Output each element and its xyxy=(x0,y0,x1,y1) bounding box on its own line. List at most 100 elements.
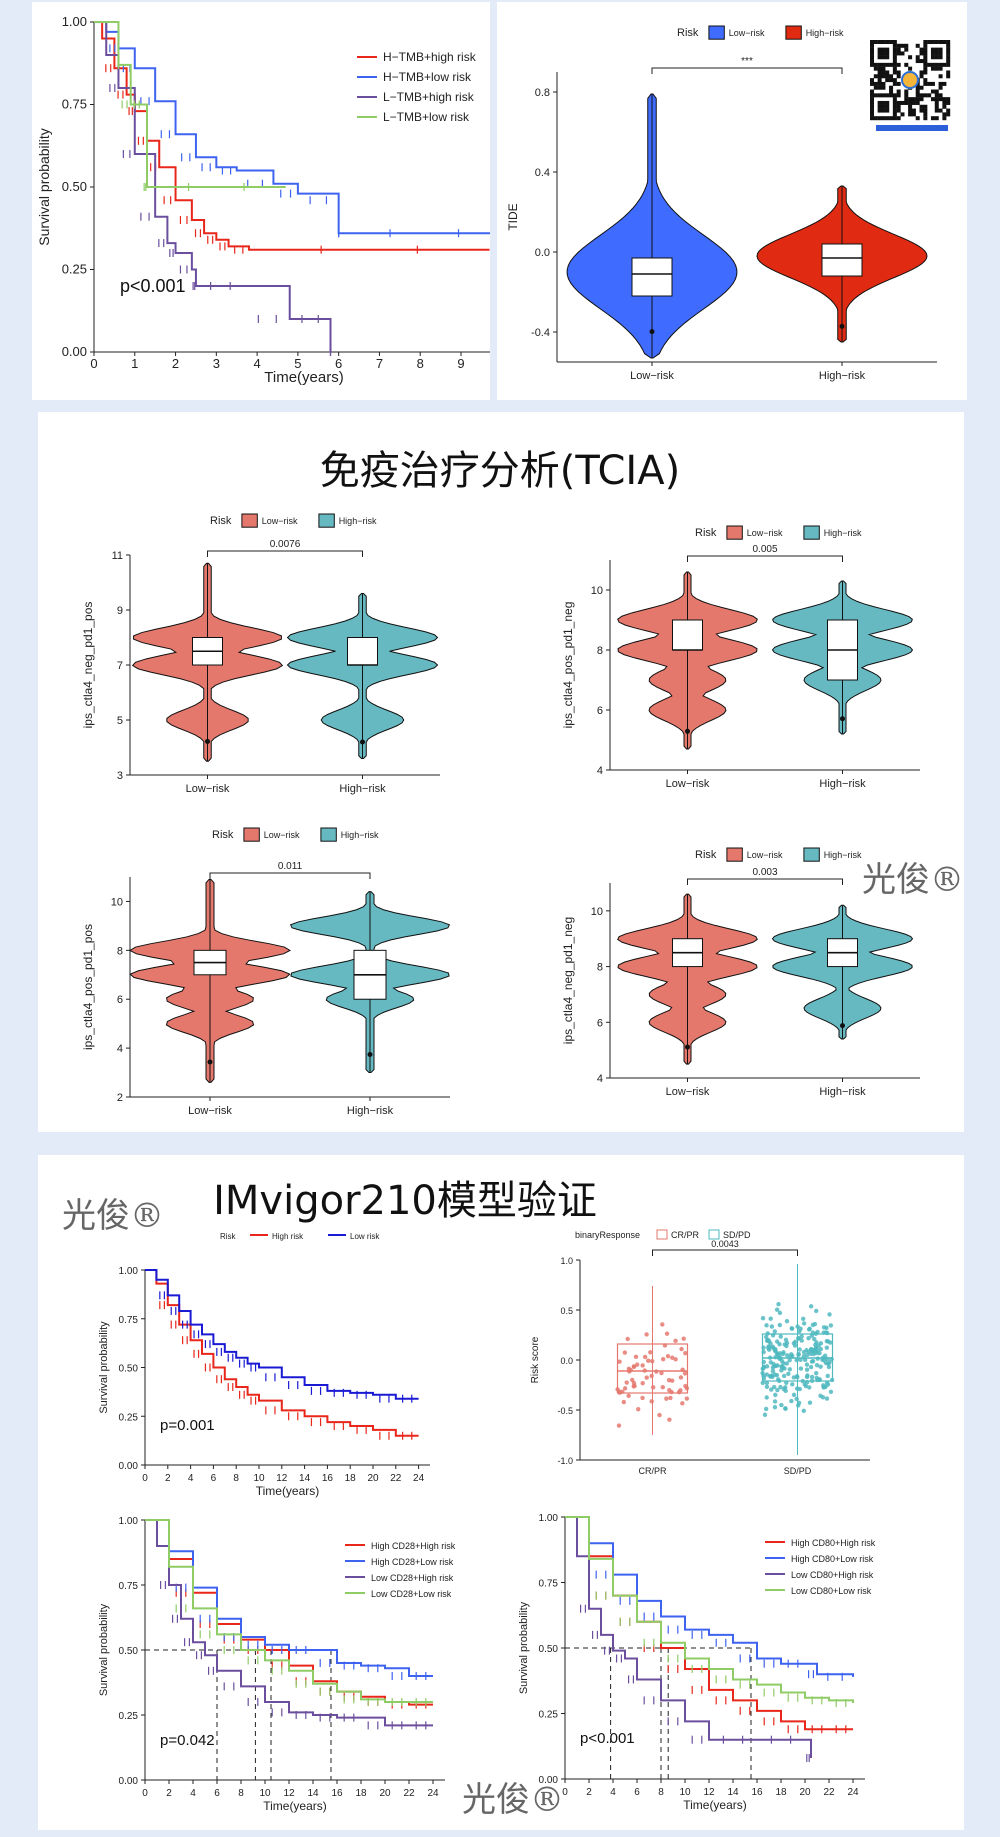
legend-label: High−risk xyxy=(339,516,377,526)
qr-module xyxy=(927,93,932,98)
qr-module xyxy=(923,55,928,60)
scatter-point xyxy=(649,1399,654,1404)
scatter-point xyxy=(650,1385,656,1390)
km-tmb-chart: 0.00 0.25 0.50 0.75 1.00 Survival probability… xyxy=(36,14,490,386)
scatter-point xyxy=(827,1312,832,1317)
x-tick-label: Low−risk xyxy=(630,370,674,382)
y-tick-label: 6 xyxy=(117,994,123,1006)
y-tick-label: 5 xyxy=(117,715,123,727)
qr-module xyxy=(923,93,928,98)
p-value-annotation: p=0.042 xyxy=(160,1732,215,1749)
scatter-point xyxy=(631,1384,636,1389)
scatter-point xyxy=(784,1353,790,1358)
qr-module xyxy=(908,66,913,71)
qr-module xyxy=(923,112,928,117)
qr-module xyxy=(881,116,886,121)
qr-module xyxy=(934,51,939,56)
qr-module xyxy=(877,47,882,52)
qr-module xyxy=(889,40,894,45)
qr-module xyxy=(885,70,890,75)
p-value-annotation: p<0.001 xyxy=(580,1730,635,1747)
qr-module xyxy=(930,62,935,67)
scatter-point xyxy=(818,1393,823,1398)
qr-module xyxy=(889,85,894,90)
imvigor-header: IMvigor210模型验证 xyxy=(213,1178,597,1224)
scatter-point xyxy=(789,1326,795,1331)
y-tick-label: 0.00 xyxy=(119,1776,139,1787)
qr-module xyxy=(919,108,924,113)
qr-module xyxy=(900,43,905,48)
scatter-point xyxy=(644,1375,649,1380)
qr-module xyxy=(885,51,890,56)
x-tick-label: CR/PR xyxy=(638,1466,667,1476)
qr-module xyxy=(942,62,947,67)
scatter-point xyxy=(823,1360,829,1366)
qr-module xyxy=(938,47,943,52)
qr-module xyxy=(934,89,939,94)
qr-module xyxy=(930,55,935,60)
scatter-point xyxy=(807,1326,812,1331)
scatter-point xyxy=(775,1387,780,1393)
qr-module xyxy=(881,108,886,113)
x-tick-label: 9 xyxy=(457,356,464,371)
legend-label: L−TMB+high risk xyxy=(383,90,475,104)
qr-module xyxy=(877,40,882,45)
scatter-point xyxy=(801,1408,806,1413)
y-tick-label: 8 xyxy=(117,945,123,957)
scatter-point xyxy=(781,1350,786,1355)
km-curve-4 xyxy=(145,1519,433,1703)
x-tick-label: 8 xyxy=(658,1787,664,1798)
qr-module xyxy=(908,104,913,109)
y-tick-label: 1.00 xyxy=(539,1513,559,1524)
legend-title: binaryResponse xyxy=(575,1230,640,1240)
scatter-point xyxy=(683,1351,688,1356)
outlier-point xyxy=(367,1051,373,1057)
scatter-point xyxy=(774,1339,780,1344)
qr-module xyxy=(870,108,875,113)
legend-label: CR/PR xyxy=(671,1230,700,1240)
tcia-ctla4-neg-pd1-pos-chart: 3 5 7 9 11 ips_ctla4_neg_pd1_pos Low−risk High−… xyxy=(81,513,440,795)
x-tick-label: 2 xyxy=(165,1473,171,1484)
x-tick-label: 2 xyxy=(166,1788,172,1799)
scatter-point xyxy=(773,1363,779,1369)
qr-module xyxy=(900,112,905,117)
qr-module xyxy=(881,66,886,71)
x-axis-label: Time(years) xyxy=(683,1798,747,1812)
significance-label: 0.0043 xyxy=(711,1239,739,1249)
scatter-point xyxy=(791,1392,797,1398)
significance-bracket xyxy=(687,555,843,562)
qr-module xyxy=(946,108,951,113)
scatter-point xyxy=(778,1384,783,1390)
legend-swatch xyxy=(726,525,743,540)
scatter-point xyxy=(622,1350,628,1355)
qr-module xyxy=(930,40,935,45)
x-tick-label: 6 xyxy=(214,1788,220,1799)
qr-module xyxy=(881,62,886,67)
scatter-point xyxy=(818,1364,823,1369)
scatter-point xyxy=(684,1396,690,1401)
qr-module xyxy=(896,89,901,94)
qr-module xyxy=(900,51,905,56)
y-tick-label: 4 xyxy=(597,765,603,777)
legend-label: High CD80+Low risk xyxy=(791,1554,874,1564)
outlier-point xyxy=(360,739,365,745)
qr-caption-bar xyxy=(876,125,948,131)
qr-module xyxy=(896,81,901,86)
qr-module xyxy=(877,70,882,75)
scatter-point xyxy=(616,1423,622,1428)
qr-module xyxy=(930,51,935,56)
qr-module xyxy=(873,62,878,67)
scatter-point xyxy=(812,1321,818,1327)
scatter-point xyxy=(791,1341,797,1346)
scatter-point xyxy=(772,1399,778,1404)
qr-module xyxy=(892,40,897,45)
scatter-point xyxy=(814,1375,819,1381)
scatter-point xyxy=(825,1382,831,1387)
y-tick-label: 1.00 xyxy=(62,14,87,29)
qr-module xyxy=(930,81,935,86)
scatter-point xyxy=(764,1372,770,1377)
y-tick-label: 0.50 xyxy=(119,1646,139,1657)
qr-module xyxy=(896,47,901,52)
qr-module xyxy=(942,40,947,45)
qr-module xyxy=(934,93,939,98)
